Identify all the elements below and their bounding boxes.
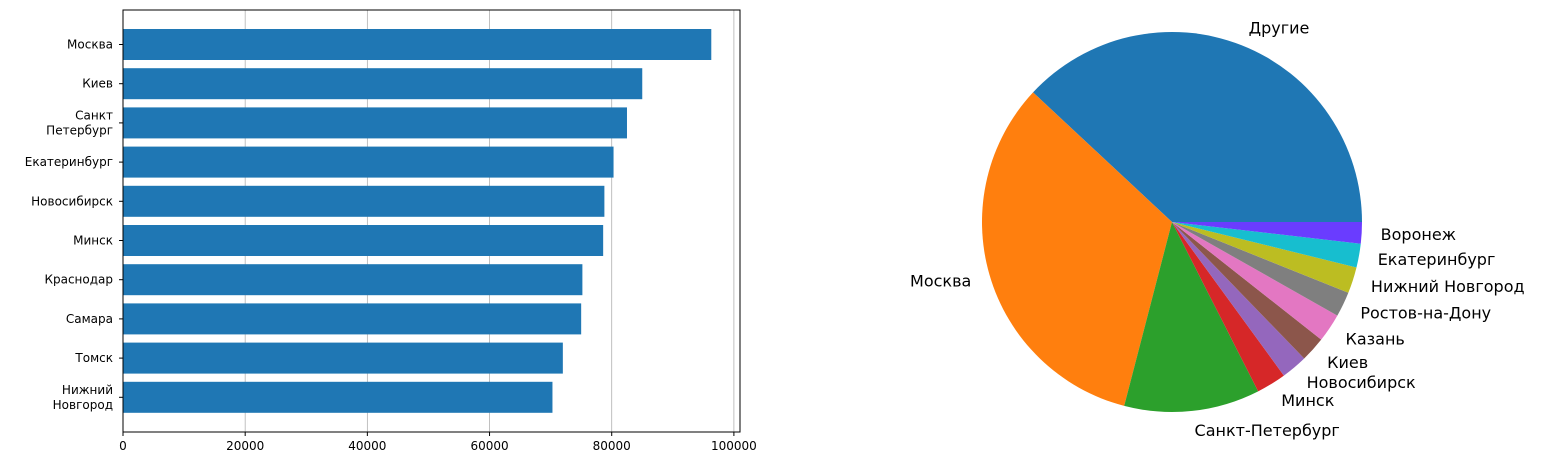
x-tick-label: 80000 [593,439,631,453]
x-tick-label: 0 [119,439,127,453]
pie-labels: Другие Москва Санкт-Петербург МинскНовосиби… [910,19,1525,440]
pie-slice [1172,222,1284,392]
pie-label: Другие [1249,19,1310,38]
pie-slice [1172,222,1357,293]
pie-label: Воронеж [1381,225,1456,244]
pie-label: Москва [910,271,971,290]
y-tick-label: Новосибирск [31,194,113,208]
y-tick-label: Нижний Новгород [53,383,113,412]
pie-slice [1172,222,1362,244]
bar [123,264,583,296]
y-tick-label: Минск [73,234,113,248]
pie-label: Минск [1281,391,1334,410]
pie-slice [1172,222,1305,376]
pie-slice [1124,222,1259,413]
y-axis-ticks: Москва Киев Санкт Петербург Екатеринбург Ново… [25,38,123,412]
bar [123,146,614,178]
y-tick-label: Самара [66,312,113,326]
x-tick-label: 40000 [348,439,386,453]
bar-series [123,29,712,413]
pie-slice [982,92,1172,406]
y-tick-label: Санкт Петербург [46,108,113,137]
pie-label: Казань [1345,330,1404,349]
bar [123,68,643,100]
y-tick-label: Краснодар [44,273,113,287]
x-tick-label: 60000 [470,439,508,453]
pie-slice [1172,222,1349,316]
pie-label: Новосибирск [1307,373,1416,392]
bar [123,185,605,217]
pie-slice [1172,222,1361,268]
bar-chart: Москва Киев Санкт Петербург Екатеринбург Ново… [25,9,757,453]
bar [123,225,604,256]
y-tick-label: Москва [67,38,113,52]
x-tick-label: 100000 [711,439,757,453]
x-tick-label: 20000 [226,439,264,453]
y-tick-label: Екатеринбург [25,155,113,169]
pie-label: Ростов-на-Дону [1360,304,1491,323]
x-axis-ticks: 0 20000 40000 60000 80000 100000 [119,432,757,453]
pie-label: Нижний Новгород [1371,277,1525,296]
bar [123,107,627,139]
pie-slice [1172,222,1338,340]
bar [123,303,582,335]
pie-label: Санкт-Петербург [1195,421,1340,440]
pie-slice [1033,32,1362,222]
y-tick-label: Киев [82,77,113,91]
pie-label: Екатеринбург [1378,250,1496,269]
pie-chart: Другие Москва Санкт-Петербург МинскНовосиби… [910,19,1525,440]
pie-slice [1172,222,1322,359]
bar [123,342,563,374]
y-tick-label: Томск [74,351,113,365]
plot-frame [122,9,741,433]
bar [123,381,553,413]
bar [123,29,712,60]
pie-slices [982,32,1362,413]
pie-label: Киев [1327,353,1368,372]
